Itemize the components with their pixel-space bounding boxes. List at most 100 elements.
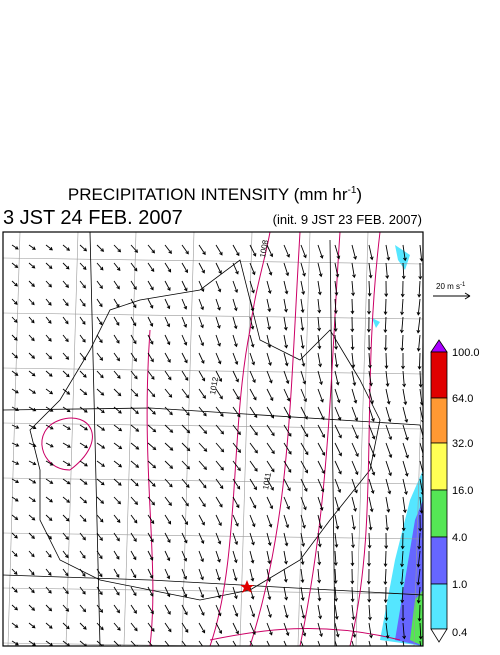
wind-arrow: [351, 640, 354, 646]
wind-arrow: [198, 244, 206, 256]
wind-arrow: [62, 586, 69, 595]
wind-arrow: [232, 352, 239, 365]
wind-arrow: [198, 532, 205, 545]
wind-arrow: [147, 514, 155, 525]
wind-arrow: [232, 424, 241, 436]
wind-arrow: [232, 532, 239, 546]
wind-arrow: [11, 514, 19, 521]
wind-arrow: [181, 460, 191, 470]
isobar: [349, 232, 381, 646]
wind-arrow: [198, 388, 206, 399]
wind-arrow: [249, 262, 256, 276]
wind-arrow: [300, 262, 306, 277]
wind-arrow: [113, 496, 122, 505]
wind-arrow: [368, 244, 374, 261]
init-time: (init. 9 JST 23 FEB. 2007): [273, 212, 422, 227]
wind-arrow: [266, 262, 273, 276]
wind-arrow: [181, 424, 191, 434]
wind-arrow: [164, 568, 171, 580]
wind-arrow: [266, 334, 272, 349]
wind-arrow: [147, 244, 156, 254]
wind-arrow: [96, 622, 104, 631]
graticule: [413, 325, 423, 646]
wind-arrow: [198, 406, 207, 417]
wind-arrow: [28, 370, 36, 377]
wind-arrow: [96, 262, 104, 271]
wind-arrow: [181, 550, 188, 562]
wind-arrow: [368, 388, 374, 405]
wind-arrow: [96, 280, 103, 289]
wind-arrow: [11, 586, 18, 593]
wind-arrow: [130, 586, 137, 597]
wind-arrow: [368, 406, 375, 422]
wind-arrow: [351, 352, 356, 369]
wind-arrow: [164, 262, 172, 273]
wind-arrow: [399, 316, 404, 334]
wind-arrow: [28, 532, 35, 540]
wind-arrow: [283, 406, 291, 420]
wind-arrow: [45, 298, 52, 306]
wind-arrow: [317, 568, 322, 584]
wind-arrow: [96, 640, 104, 646]
wind-arrow: [300, 406, 308, 420]
wind-arrow: [384, 532, 389, 550]
wind-arrow: [147, 406, 156, 415]
wind-arrow: [198, 604, 205, 616]
wind-arrow: [266, 316, 271, 331]
colorbar-segment: [430, 536, 448, 585]
coastline: [29, 259, 381, 601]
wind-arrow: [317, 496, 324, 511]
wind-arrow: [232, 586, 238, 600]
wind-arrow: [198, 622, 206, 634]
title-suffix: ): [356, 185, 362, 204]
wind-arrow: [249, 568, 255, 582]
wind-arrow: [300, 460, 309, 474]
wind-arrow: [181, 496, 189, 507]
colorbar-segment: [430, 351, 448, 399]
wind-arrow: [198, 424, 208, 434]
wind-arrow: [79, 388, 88, 396]
wind-arrow: [232, 442, 242, 453]
wind-arrow: [130, 244, 139, 253]
wind-arrow: [283, 352, 289, 367]
wind-arrow: [300, 388, 307, 403]
wind-arrow: [317, 460, 325, 475]
wind-arrow: [334, 424, 342, 439]
wind-arrow: [79, 568, 86, 577]
colorbar-label: 0.4: [452, 627, 467, 639]
wind-arrow: [130, 334, 137, 345]
wind-arrow: [147, 262, 155, 273]
wind-arrow: [266, 352, 272, 366]
wind-arrow: [300, 352, 306, 367]
wind-arrow: [334, 388, 341, 404]
wind-arrow: [215, 406, 224, 417]
wind-arrow: [11, 298, 18, 305]
wind-arrow: [79, 316, 86, 325]
wind-arrow: [351, 604, 356, 621]
wind-arrow: [367, 298, 371, 315]
wind-arrow: [113, 262, 121, 272]
wind-arrow: [232, 262, 239, 275]
wind-arrow: [96, 604, 104, 613]
graticule: [3, 422, 423, 430]
isobar: [249, 232, 301, 646]
wind-arrow: [28, 496, 36, 502]
wind-arrow: [198, 586, 205, 599]
wind-arrow: [79, 334, 86, 343]
wind-arrow: [350, 586, 355, 603]
wind-scale-superscript: -1: [460, 282, 466, 288]
wind-arrow: [62, 460, 71, 466]
wind-arrow: [232, 298, 238, 312]
wind-arrow: [266, 586, 272, 601]
wind-arrow: [96, 442, 106, 449]
wind-arrow: [283, 262, 290, 277]
graticule: [3, 532, 423, 540]
wind-arrow: [232, 568, 238, 582]
wind-arrow: [385, 496, 391, 513]
wind-arrow: [333, 568, 338, 584]
wind-arrow: [384, 280, 389, 298]
wind-arrow: [350, 316, 355, 333]
wind-arrow: [385, 622, 390, 639]
wind-arrow: [11, 442, 20, 447]
wind-arrow: [367, 334, 372, 351]
